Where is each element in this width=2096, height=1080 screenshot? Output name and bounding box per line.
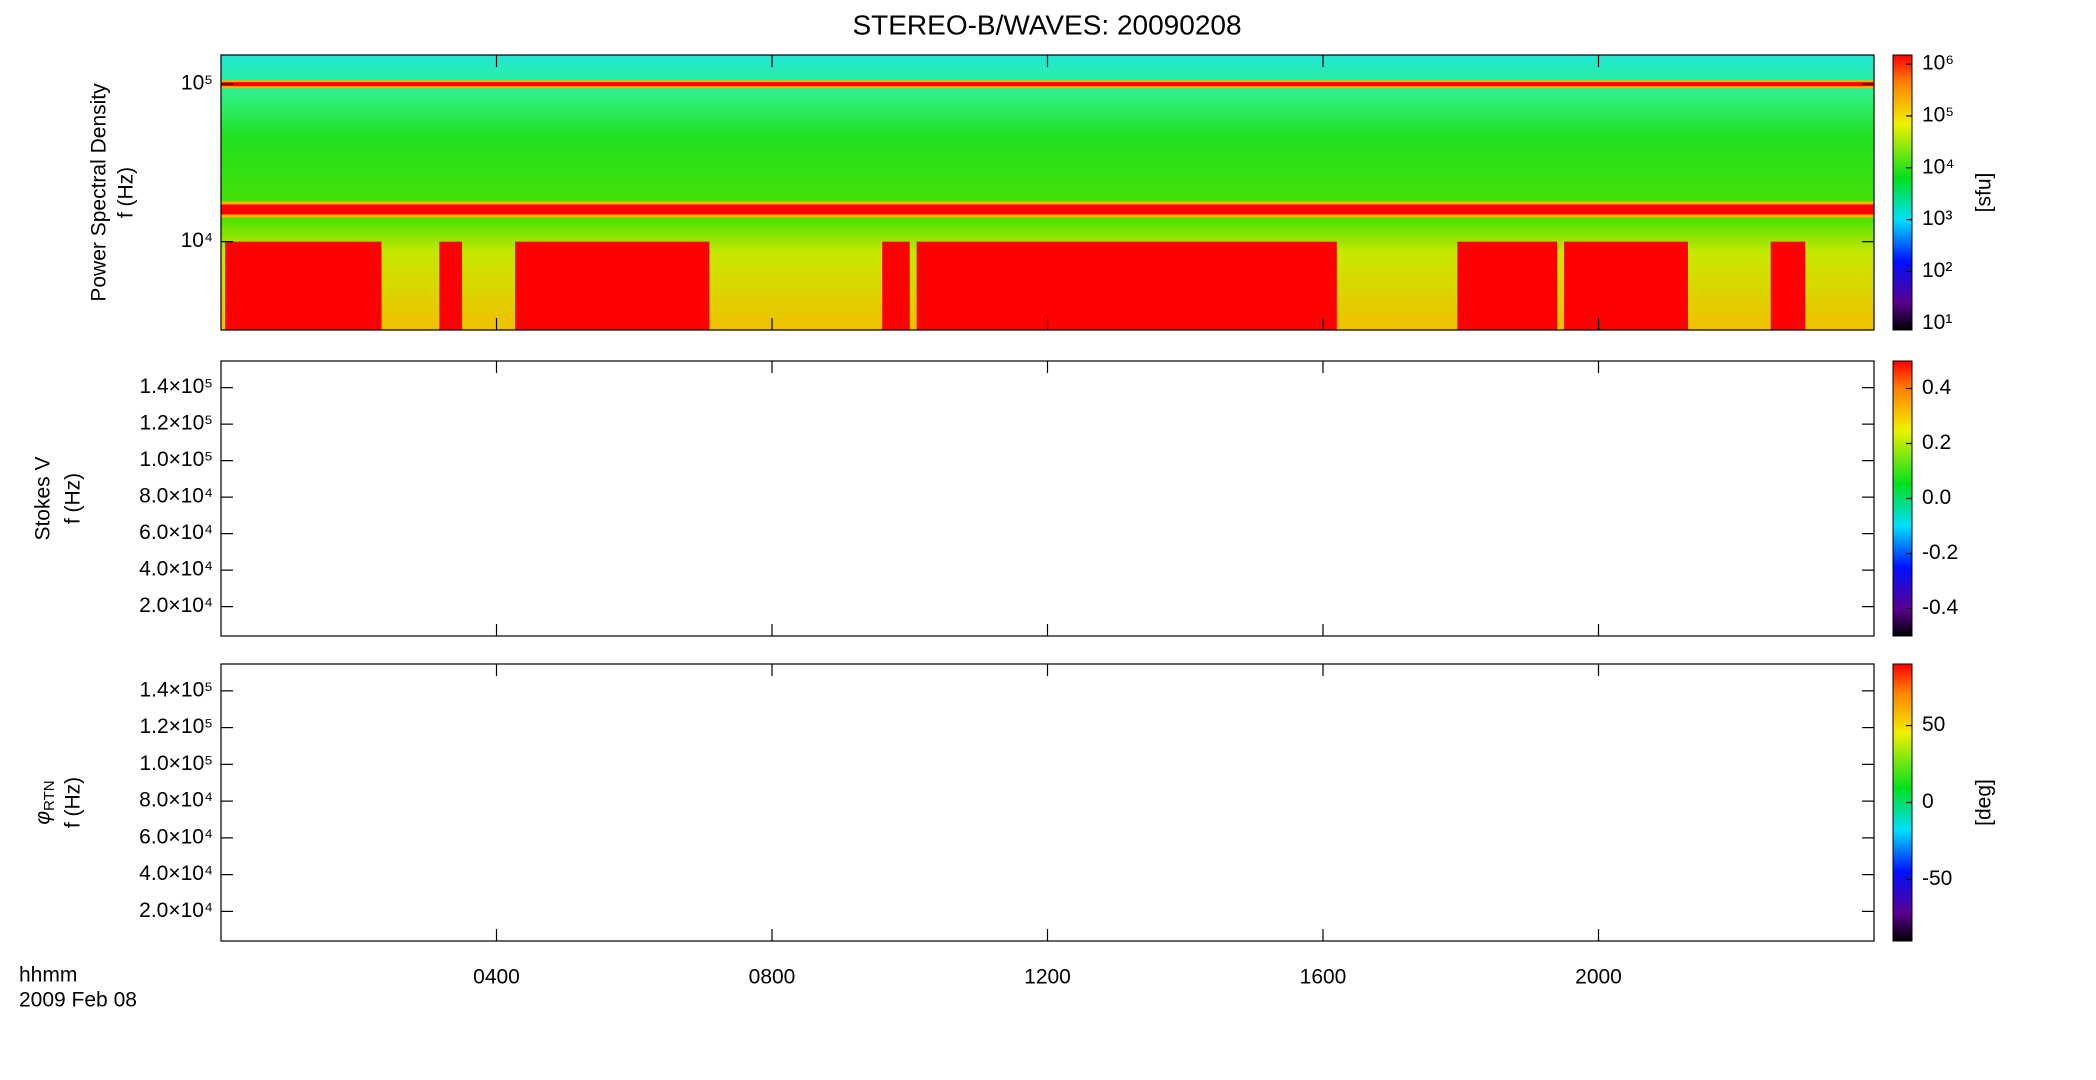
y-tick-label: 1.2×10⁵: [139, 715, 213, 738]
x-tick-label: 2000: [1575, 966, 1622, 989]
burst-interval: [882, 241, 910, 330]
burst-interval: [1457, 241, 1558, 330]
y-axis-label: Power Spectral Density: [88, 83, 111, 302]
burst-interval: [916, 241, 1337, 330]
colorbar-tick-label: -0.2: [1922, 541, 1958, 564]
colorbar-label: [sfu]: [1973, 173, 1996, 213]
y-axis-label: Stokes V: [32, 456, 55, 540]
colorbar-tick-label: 10⁶: [1922, 52, 1954, 75]
x-tick-label: 0800: [749, 966, 796, 989]
y-axis-label: f (Hz): [115, 167, 138, 218]
colorbar-label: [deg]: [1973, 779, 1996, 826]
burst-interval: [1564, 241, 1689, 330]
y-tick-label: 4.0×10⁴: [139, 862, 213, 885]
y-tick-label: 8.0×10⁴: [139, 789, 213, 812]
y-tick-label: 1.4×10⁵: [139, 678, 213, 701]
plot-frame: [220, 663, 1875, 942]
chart-title: STEREO-B/WAVES: 20090208: [852, 9, 1241, 40]
y-axis-label-subscript: RTN: [41, 780, 58, 811]
y-axis-label: f (Hz): [62, 777, 85, 828]
colorbar-tick-label: -0.4: [1922, 596, 1959, 619]
x-axis-label: hhmm: [19, 964, 77, 987]
colorbar-tick-label: -50: [1922, 867, 1952, 890]
colorbar-tick-label: 0.2: [1922, 431, 1951, 454]
y-tick-label: 1.0×10⁵: [139, 752, 213, 775]
y-tick-label: 2.0×10⁴: [139, 594, 213, 617]
y-axis-label: φRTN: [32, 780, 58, 824]
y-tick-label: 6.0×10⁴: [139, 521, 213, 544]
burst-interval: [1770, 241, 1806, 330]
colorbar: [1892, 54, 1913, 331]
burst-interval: [515, 241, 710, 330]
y-tick-label: 1.2×10⁵: [139, 412, 213, 435]
x-tick-label: 1600: [1300, 966, 1347, 989]
spectrogram: [221, 55, 1874, 330]
y-tick-label: 6.0×10⁴: [139, 825, 213, 848]
y-tick-label: 10⁵: [181, 72, 213, 95]
burst-interval: [225, 241, 382, 330]
y-tick-label: 2.0×10⁴: [139, 899, 213, 922]
colorbar-tick-label: 0.4: [1922, 376, 1952, 399]
date-label: 2009 Feb 08: [19, 989, 137, 1012]
colorbar-tick-label: 10²: [1922, 259, 1952, 282]
y-axis-label: f (Hz): [62, 473, 85, 524]
colorbar-tick-label: 10¹: [1922, 311, 1952, 334]
colorbar-tick-label: 0.0: [1922, 486, 1951, 509]
y-tick-label: 1.0×10⁵: [139, 448, 213, 471]
plot-frame: [220, 360, 1875, 637]
y-tick-label: 8.0×10⁴: [139, 485, 213, 508]
colorbar-tick-label: 0: [1922, 790, 1934, 813]
y-tick-label: 10⁴: [181, 229, 213, 252]
x-tick-label: 0400: [473, 966, 520, 989]
y-tick-label: 4.0×10⁴: [139, 558, 213, 581]
colorbar-tick-label: 10⁵: [1922, 103, 1954, 126]
colorbar-tick-label: 10³: [1922, 207, 1952, 230]
x-tick-label: 1200: [1024, 966, 1071, 989]
burst-interval: [439, 241, 463, 330]
colorbar-tick-label: 10⁴: [1922, 155, 1954, 178]
y-tick-label: 1.4×10⁵: [139, 375, 213, 398]
colorbar-tick-label: 50: [1922, 713, 1945, 736]
